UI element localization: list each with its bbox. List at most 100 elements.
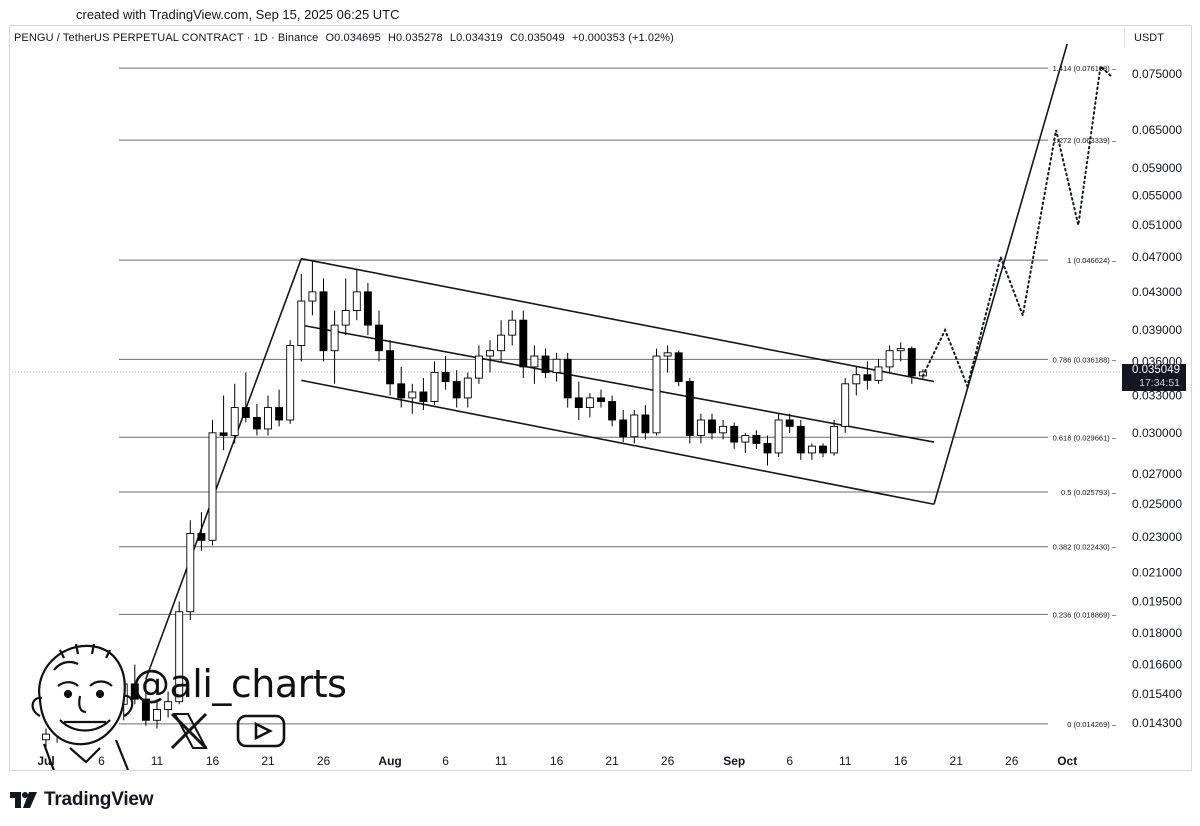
candle-body-up: [341, 310, 350, 326]
tradingview-mark-icon: [10, 792, 37, 808]
candle-body-up: [630, 414, 639, 438]
candle: [885, 345, 894, 373]
x-icon: [170, 712, 208, 750]
ohlc-low: L0.034319: [449, 32, 503, 44]
x-tick-label: 11: [495, 754, 508, 768]
fib-label: 0.382 (0.022430) –: [1053, 543, 1117, 552]
candle-body-up: [186, 533, 195, 613]
candle: [685, 378, 694, 444]
candle-body-down: [608, 401, 617, 421]
candle: [197, 512, 206, 551]
y-tick-label: 0.065000: [1132, 123, 1182, 137]
x-axis-ticks: Jul 6 11 16 21 26 Aug 6 11 16 21 26 Sep 6 11 16 21 26 Oct: [37, 754, 1077, 768]
drawn-lines: [145, 43, 1068, 680]
candle: [452, 370, 461, 408]
candle-body-up: [230, 407, 239, 436]
candle: [785, 413, 794, 433]
x-tick-label: Jul: [37, 754, 54, 768]
y-tick-label: 0.033000: [1132, 389, 1182, 403]
candle: [42, 728, 50, 749]
candle: [430, 361, 439, 406]
y-tick-label: 0.030000: [1132, 426, 1182, 440]
ohlc-high: H0.035278: [387, 32, 443, 44]
candle-body-down: [708, 419, 716, 434]
candle-body-down: [863, 374, 872, 381]
candle-body-up: [663, 352, 672, 357]
x-tick-label: Sep: [723, 754, 745, 768]
candle-body-down: [275, 407, 284, 421]
x-tick-label: 21: [950, 754, 964, 768]
candle-body-down: [519, 319, 528, 368]
candle: [774, 413, 783, 458]
candle-body-up: [164, 701, 173, 710]
tradingview-logo[interactable]: TradingView: [10, 789, 154, 811]
y-tick-label: 0.055000: [1132, 188, 1182, 202]
fib-label: 0 (0.014269) –: [1067, 720, 1117, 729]
candle-body-down: [363, 291, 372, 326]
y-tick-label: 0.015400: [1132, 687, 1182, 701]
candle-body-up: [308, 291, 317, 302]
x-tick-label: Aug: [378, 754, 401, 768]
candle: [752, 430, 761, 449]
x-tick-label: 11: [839, 754, 852, 768]
candle-body-up: [474, 355, 483, 379]
fib-label: 0.236 (0.018869) –: [1053, 610, 1117, 619]
candle: [519, 310, 528, 379]
candle-body-up: [264, 407, 272, 430]
candle-body-down: [452, 381, 461, 399]
candle-body-down: [141, 698, 150, 721]
candle-body-down: [685, 381, 694, 436]
y-tick-label: 0.075000: [1132, 67, 1182, 81]
candle-body-down: [130, 683, 139, 700]
candle-body-down: [386, 350, 395, 385]
x-tick-label: 21: [605, 754, 619, 768]
y-tick-label: 0.014300: [1132, 716, 1182, 730]
candle: [807, 443, 816, 460]
y-tick-label: 0.018000: [1132, 626, 1182, 640]
x-tick-label: 11: [151, 754, 164, 768]
candle: [819, 443, 827, 458]
candle-body-up: [874, 366, 883, 381]
candle-body-up: [208, 432, 217, 541]
candle: [907, 346, 916, 384]
candle-body-down: [796, 425, 805, 454]
y-axis-ticks: 0.075000 0.065000 0.059000 0.055000 0.051000…: [12, 67, 1182, 730]
candle-body-up: [330, 324, 339, 352]
trend-line: [933, 43, 1068, 505]
candle-body-down: [641, 414, 650, 434]
author-handle[interactable]: @ali_charts: [132, 662, 347, 706]
symbol-name[interactable]: PENGU / TetherUS PERPETUAL CONTRACT · 1D…: [14, 32, 319, 44]
y-tick-label: 0.023000: [1132, 530, 1182, 544]
candle-body-up: [508, 319, 517, 336]
candle-body-up: [297, 300, 306, 346]
currency-label[interactable]: USDT: [1124, 28, 1182, 48]
ohlc-change: +0.000353 (+1.02%): [571, 32, 674, 44]
fib-label: 0.618 (0.029661) –: [1053, 433, 1117, 442]
candle-body-up: [552, 358, 561, 373]
candle-body-down: [197, 533, 206, 541]
candle: [763, 435, 772, 466]
x-tick-label: 16: [550, 754, 564, 768]
candles: [42, 261, 927, 749]
candle-body-up: [652, 355, 661, 434]
candle: [441, 356, 450, 390]
x-tick-label: 16: [206, 754, 220, 768]
candle-body-up: [42, 733, 50, 741]
candle-body-down: [319, 291, 328, 352]
x-tick-label: Oct: [1057, 754, 1077, 768]
candle-body-down: [819, 445, 827, 454]
candle: [841, 378, 850, 433]
candle: [386, 340, 395, 396]
candle: [474, 345, 483, 384]
last-price-badge: 0.035049 17:34:51: [1122, 364, 1186, 391]
x-tick-label: 16: [894, 754, 908, 768]
y-tick-label: 0.047000: [1132, 250, 1182, 264]
cartoon-avatar-watermark: [31, 643, 286, 770]
candle: [252, 403, 261, 436]
candle-body-down: [619, 419, 628, 438]
candle: [486, 340, 494, 373]
candle-body-up: [486, 350, 494, 357]
candle: [352, 269, 361, 321]
candle-body-down: [597, 397, 605, 402]
